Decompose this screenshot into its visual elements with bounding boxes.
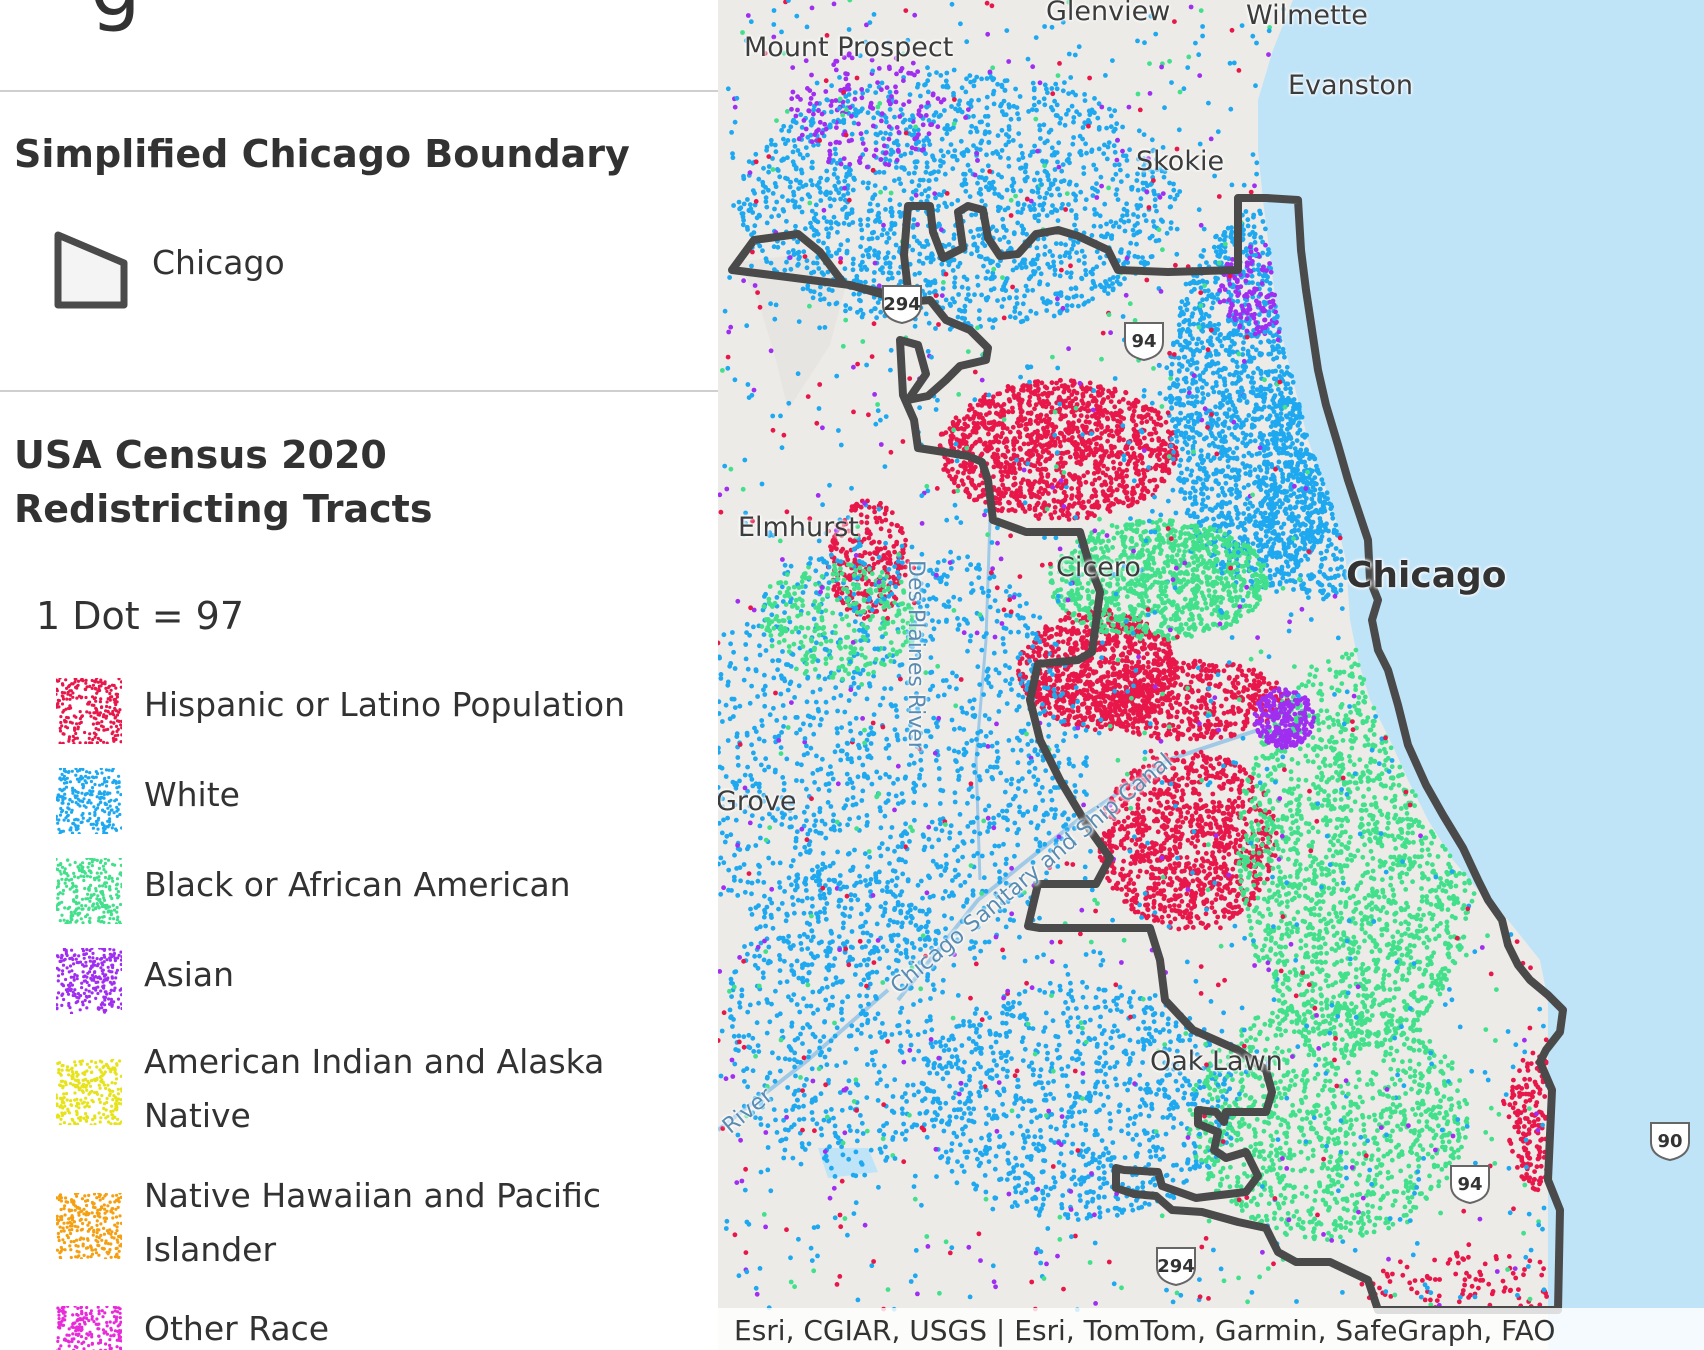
place-label: Wilmette [1246,0,1368,31]
interstate-shield-icon: 90 [1648,1120,1692,1162]
place-label: Skokie [1136,146,1225,177]
place-label: Oak Lawn [1150,1046,1283,1077]
legend-heading-fragment: g [90,0,141,28]
chicago-boundary [728,194,1567,1314]
boundary-symbol-label: Chicago [152,243,285,282]
place-label: Elmhurst [738,512,859,543]
dot-swatch-icon [56,1306,122,1350]
map-attribution: Esri, CGIAR, USGS | Esri, TomTom, Garmin… [718,1308,1704,1350]
interstate-shield-icon: 294 [880,283,924,325]
legend-item-label: Hispanic or Latino Population [144,685,625,724]
layer-title-census: USA Census 2020 Redistricting Tracts [14,433,433,531]
dot-value-label: 1 Dot = 97 [36,594,245,638]
legend-item-label: Asian [144,955,235,994]
legend-item-label: Native Hawaiian and Pacific Islander [144,1176,602,1269]
lake-michigan [1258,0,1704,1350]
place-label: Grove [718,786,797,817]
dot-swatch-icon [56,768,122,834]
dot-swatch-icon [56,678,122,744]
place-label: Cicero [1056,552,1141,583]
map-canvas[interactable] [718,0,1704,1350]
airport-area [738,252,846,410]
interstate-shield-icon: 94 [1122,320,1166,362]
pond [818,1148,878,1178]
legend-item-label: Other Race [144,1309,330,1348]
interstate-shield-icon: 94 [1448,1163,1492,1205]
legend-divider [0,90,718,92]
place-label-chicago: Chicago [1346,555,1507,596]
legend-panel: g Simplified Chicago Boundary Chicago US… [0,0,718,1350]
place-label: Mount Prospect [744,32,954,63]
dot-swatch-icon [56,948,122,1014]
legend-item-label: White [144,775,240,814]
place-label: Evanston [1288,70,1413,101]
polygon-symbol-icon [54,231,128,309]
canal-line [896,728,1259,1002]
dot-swatch-icon [56,1193,122,1259]
river-label: Des Plaines River [903,560,928,751]
legend-item-label: American Indian and Alaska Native [144,1042,605,1135]
dot-swatch-icon [56,1059,122,1125]
dot-swatch-icon [56,858,122,924]
place-label: Glenview [1046,0,1171,27]
map-view[interactable]: Glenview Wilmette Mount Prospect Evansto… [718,0,1704,1350]
legend-divider [0,390,718,392]
layer-title-boundary: Simplified Chicago Boundary [14,132,630,176]
legend-item-label: Black or African American [144,865,571,904]
interstate-shield-icon: 294 [1154,1245,1198,1287]
